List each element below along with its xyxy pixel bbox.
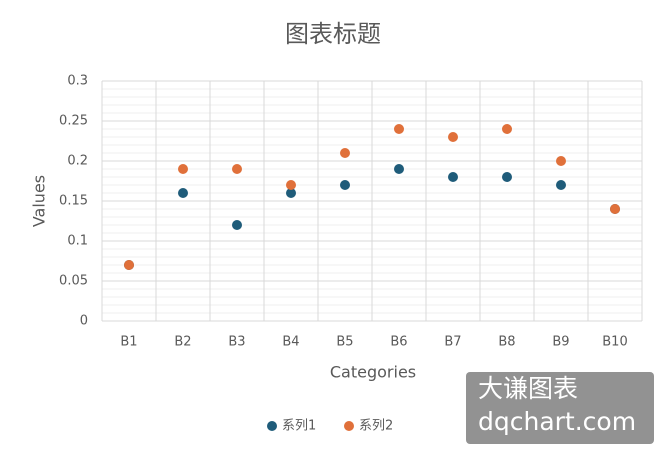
point [178, 164, 188, 174]
point [502, 124, 512, 134]
watermark-text: 大谦图表 [478, 374, 578, 403]
legend-marker [344, 421, 354, 431]
legend-label: 系列2 [359, 419, 393, 434]
x-tick-label: B7 [444, 335, 461, 350]
point [394, 164, 404, 174]
point [340, 148, 350, 158]
y-tick-label: 0.3 [67, 74, 88, 89]
point [448, 172, 458, 182]
watermark-box [466, 372, 654, 444]
point [178, 188, 188, 198]
y-tick-label: 0.15 [59, 194, 88, 209]
point [286, 180, 296, 190]
point [502, 172, 512, 182]
y-tick-label: 0.05 [59, 274, 88, 289]
x-tick-label: B5 [336, 335, 353, 350]
y-tick-label: 0.2 [67, 154, 88, 169]
legend-label: 系列1 [282, 419, 316, 434]
x-tick-label: B9 [552, 335, 569, 350]
point [232, 220, 242, 230]
y-tick-label: 0.25 [59, 114, 88, 129]
legend-marker [267, 421, 277, 431]
point [556, 156, 566, 166]
legend-item: 系列2 [344, 419, 393, 434]
x-tick-label: B2 [174, 335, 191, 350]
point [610, 204, 620, 214]
point [232, 164, 242, 174]
watermark-text: dqchart.com [478, 407, 636, 436]
x-tick-label: B1 [120, 335, 137, 350]
x-tick-label: B3 [228, 335, 245, 350]
chart-title: 图表标题 [285, 20, 381, 48]
x-tick-label: B8 [498, 335, 515, 350]
point [124, 260, 134, 270]
x-tick-label: B6 [390, 335, 407, 350]
legend-item: 系列1 [267, 419, 316, 434]
y-tick-label: 0 [80, 314, 88, 329]
y-tick-label: 0.1 [67, 234, 88, 249]
y-axis-title: Values [30, 175, 49, 227]
x-tick-label: B4 [282, 335, 299, 350]
x-axis-title: Categories [330, 363, 416, 382]
point [394, 124, 404, 134]
point [448, 132, 458, 142]
point [286, 188, 296, 198]
point [556, 180, 566, 190]
point [340, 180, 350, 190]
x-tick-label: B10 [602, 335, 627, 350]
